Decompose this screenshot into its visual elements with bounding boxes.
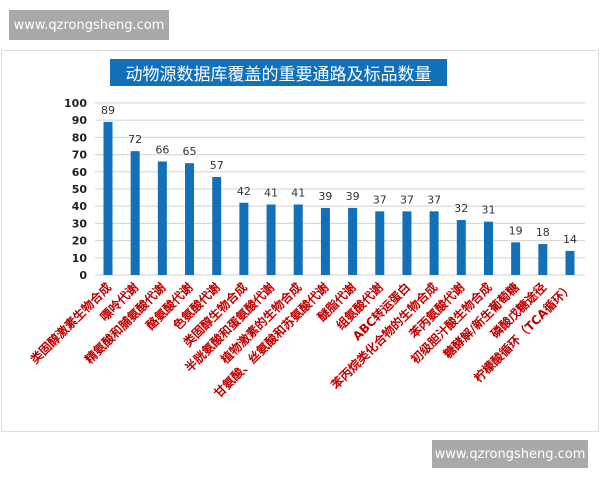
y-tick-label: 90 bbox=[72, 114, 88, 127]
bar bbox=[483, 221, 493, 275]
bar bbox=[212, 176, 222, 275]
bar bbox=[293, 204, 303, 275]
bar bbox=[565, 250, 575, 275]
y-tick-label: 50 bbox=[72, 183, 88, 196]
y-tick-label: 10 bbox=[72, 252, 88, 265]
bar bbox=[320, 207, 330, 275]
data-label: 14 bbox=[563, 233, 577, 246]
data-label: 32 bbox=[454, 202, 468, 215]
bar bbox=[538, 244, 548, 275]
bar bbox=[511, 242, 521, 275]
bar bbox=[130, 151, 140, 275]
data-label: 37 bbox=[373, 193, 387, 206]
y-tick-label: 100 bbox=[64, 97, 87, 110]
y-tick-label: 80 bbox=[72, 131, 88, 144]
data-label: 39 bbox=[318, 190, 332, 203]
data-label: 37 bbox=[427, 193, 441, 206]
chart-frame bbox=[1, 50, 599, 432]
data-label: 18 bbox=[536, 226, 550, 239]
bar bbox=[429, 211, 439, 275]
data-label: 57 bbox=[210, 159, 224, 172]
data-label: 89 bbox=[101, 104, 115, 117]
bar bbox=[456, 219, 466, 275]
bar bbox=[348, 207, 358, 275]
data-label: 41 bbox=[264, 186, 278, 199]
bar bbox=[239, 202, 249, 275]
data-label: 31 bbox=[481, 204, 495, 217]
data-label: 42 bbox=[237, 185, 251, 198]
y-tick-label: 60 bbox=[72, 166, 88, 179]
bar bbox=[375, 211, 385, 275]
y-tick-label: 20 bbox=[72, 235, 88, 248]
data-label: 41 bbox=[291, 186, 305, 199]
data-label: 66 bbox=[155, 143, 169, 156]
data-label: 19 bbox=[509, 224, 523, 237]
y-tick-label: 0 bbox=[79, 269, 87, 282]
data-label: 65 bbox=[183, 145, 197, 158]
data-label: 72 bbox=[128, 133, 142, 146]
data-label: 39 bbox=[346, 190, 360, 203]
chart-title: 动物源数据库覆盖的重要通路及标品数量 bbox=[110, 59, 447, 86]
bar bbox=[402, 211, 412, 275]
watermark-bottom: www.qzrongsheng.com bbox=[432, 440, 588, 468]
y-tick-label: 40 bbox=[72, 200, 88, 213]
bar bbox=[266, 204, 276, 275]
bar bbox=[157, 161, 167, 275]
bar bbox=[103, 121, 113, 275]
y-tick-label: 30 bbox=[72, 217, 88, 230]
data-label: 37 bbox=[400, 193, 414, 206]
bar bbox=[185, 163, 195, 275]
y-tick-label: 70 bbox=[72, 149, 88, 162]
watermark-top: www.qzrongsheng.com bbox=[9, 10, 169, 40]
